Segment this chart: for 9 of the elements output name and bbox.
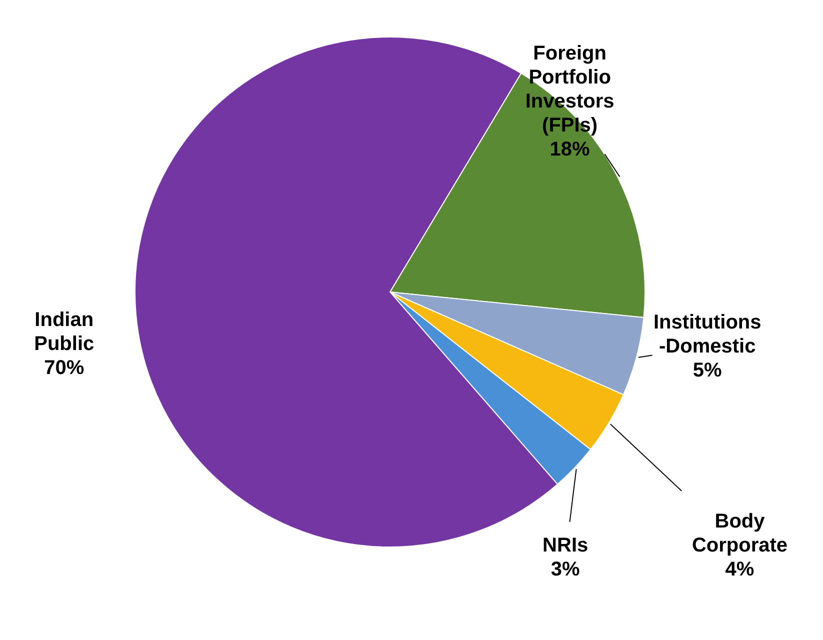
data-label: 70% bbox=[44, 356, 84, 379]
slice-label: Indian Public bbox=[34, 308, 94, 355]
slice-label: NRIs bbox=[542, 534, 588, 556]
slice-label: Body Corporate bbox=[692, 510, 788, 557]
data-label: 18% bbox=[550, 138, 590, 160]
data-label: 5% bbox=[692, 359, 722, 382]
data-label: 4% bbox=[725, 558, 754, 581]
slice-label: Institutions -Domestic bbox=[653, 311, 762, 358]
data-label: 3% bbox=[550, 558, 580, 580]
